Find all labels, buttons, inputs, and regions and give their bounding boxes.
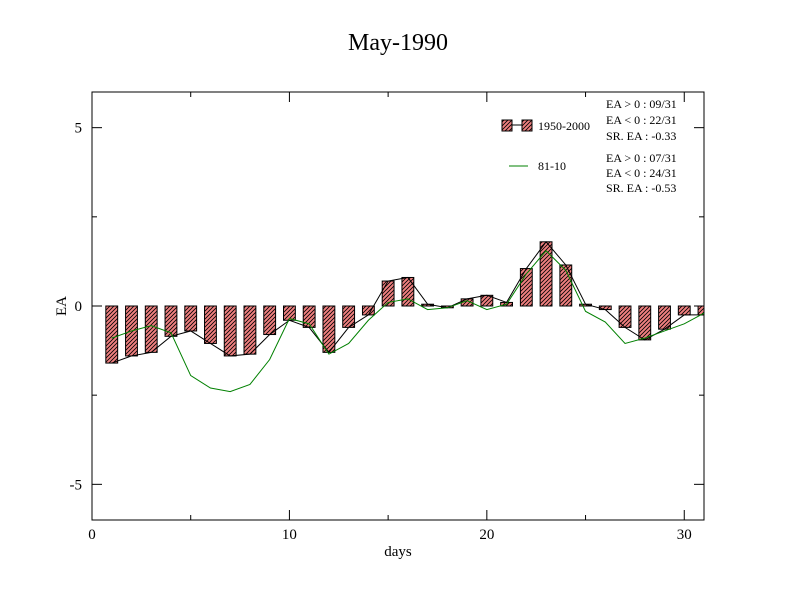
legend-stat-1-negative: EA < 0 : 22/31 xyxy=(606,113,677,127)
bar xyxy=(638,305,652,341)
bar-series-polyline xyxy=(111,240,704,364)
legend-label-series-2: 81-10 xyxy=(538,159,566,173)
bar xyxy=(105,305,119,364)
x-tick-label: 30 xyxy=(677,527,692,543)
x-tick-label: 10 xyxy=(282,527,297,543)
bar xyxy=(263,305,277,336)
legend-stat-1-positive: EA > 0 : 09/31 xyxy=(606,97,677,111)
bar xyxy=(223,305,237,357)
legend-stat-2-negative: EA < 0 : 24/31 xyxy=(606,166,677,180)
x-tick-label: 20 xyxy=(479,527,494,543)
legend-swatch-bar-right xyxy=(521,119,533,132)
bar xyxy=(144,305,158,353)
y-tick-label: 0 xyxy=(75,299,83,315)
legend-label-series-1: 1950-2000 xyxy=(538,119,590,133)
bar xyxy=(598,305,612,311)
bar xyxy=(204,305,217,344)
bar-series xyxy=(105,241,705,364)
legend-swatch-bar-left xyxy=(501,119,513,132)
bar xyxy=(677,305,691,316)
bar xyxy=(322,305,336,353)
chart-title: May-1990 xyxy=(348,30,448,56)
bar xyxy=(184,305,198,332)
legend-stat-2-positive: EA > 0 : 07/31 xyxy=(606,151,677,165)
y-tick-label: -5 xyxy=(70,477,83,493)
y-tick-label: 5 xyxy=(75,121,83,137)
x-tick-label: 0 xyxy=(88,527,96,543)
bar xyxy=(243,305,257,355)
legend: 1950-2000 EA > 0 : 09/31 EA < 0 : 22/31 … xyxy=(501,97,677,195)
x-axis-label: days xyxy=(384,544,412,560)
line-series xyxy=(111,249,705,393)
line-series-polyline xyxy=(111,249,705,393)
bar-series-line xyxy=(111,240,704,364)
bar xyxy=(401,276,415,307)
legend-stat-1-sr: SR. EA : -0.33 xyxy=(606,129,676,143)
axis-ticks: 0 10 20 30 -5 0 5 xyxy=(70,92,704,543)
y-axis-label: EA xyxy=(54,296,70,316)
legend-stat-2-sr: SR. EA : -0.53 xyxy=(606,181,676,195)
